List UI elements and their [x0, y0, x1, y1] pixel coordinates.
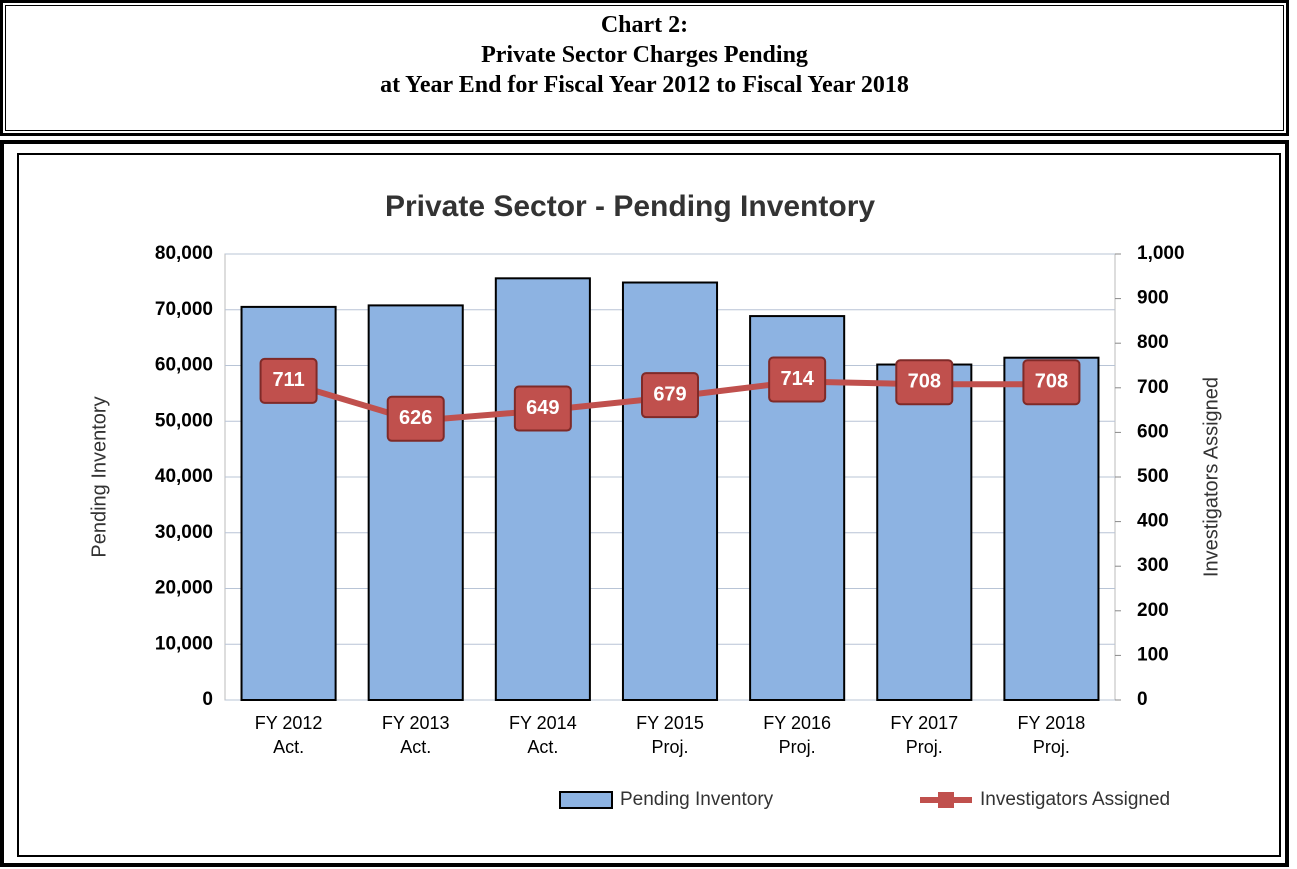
y2-tick-label: 800: [1137, 332, 1169, 353]
x-tick-label: Proj.: [1033, 737, 1070, 757]
data-label: 649: [526, 397, 559, 419]
header-line: Private Sector Charges Pending: [481, 42, 808, 68]
data-label: 679: [653, 383, 686, 405]
bar: [367, 304, 464, 701]
x-tick-label: Proj.: [779, 737, 816, 757]
marker: [641, 372, 699, 419]
chart-frame: [0, 140, 1289, 867]
chart: Private Sector - Pending Inventory 0 10,0…: [0, 140, 1289, 867]
data-label: 711: [272, 369, 304, 391]
marker: [513, 385, 572, 432]
y2-tick-label: 600: [1137, 421, 1169, 442]
legend-swatch: [938, 792, 954, 808]
y2-tick-label: 700: [1137, 377, 1169, 398]
bar: [621, 281, 719, 701]
header-line: at Year End for Fiscal Year 2012 to Fisc…: [380, 72, 909, 98]
bar: [494, 277, 591, 701]
y2-axis-title: Investigators Assigned: [1200, 377, 1222, 577]
y-axis-title: Pending Inventory: [88, 396, 110, 557]
x-tick-label: Act.: [273, 737, 304, 757]
x-tick-label: FY 2015: [636, 713, 704, 733]
bar: [1003, 356, 1100, 701]
y-tick-label: 80,000: [155, 243, 213, 264]
x-tick-label: Act.: [527, 737, 558, 757]
legend-label: Pending Inventory: [620, 789, 774, 810]
x-tick-label: FY 2018: [1018, 713, 1086, 733]
header: Chart 2: Private Sector Charges Pending …: [0, 0, 1289, 136]
y2-tick-label: 500: [1137, 466, 1169, 487]
y2-tick-label: 0: [1137, 689, 1148, 710]
y-tick-label: 10,000: [155, 633, 213, 654]
y2-tick-label: 900: [1137, 288, 1169, 309]
y-tick-label: 30,000: [155, 522, 213, 543]
x-tick-label: Proj.: [906, 737, 943, 757]
chart-title: Private Sector - Pending Inventory: [385, 190, 875, 223]
y-tick-label: 20,000: [155, 578, 213, 599]
marker: [259, 357, 318, 404]
x-tick-label: FY 2012: [255, 713, 323, 733]
y-tick-label: 0: [202, 689, 213, 710]
y-tick-label: 60,000: [155, 355, 213, 376]
y2-tick-label: 400: [1137, 511, 1169, 532]
data-label: 708: [1035, 371, 1068, 393]
marker: [895, 359, 954, 406]
x-tick-label: FY 2016: [763, 713, 831, 733]
y-tick-label: 70,000: [155, 299, 213, 320]
x-tick-label: FY 2013: [382, 713, 450, 733]
x-tick-label: FY 2017: [890, 713, 958, 733]
y-tick-label: 50,000: [155, 410, 213, 431]
data-label: 714: [780, 368, 814, 390]
y2-tick-label: 1,000: [1137, 243, 1185, 264]
y2-tick-label: 300: [1137, 555, 1169, 576]
marker: [768, 356, 827, 403]
y2-tick-label: 200: [1137, 600, 1169, 621]
x-tick-label: Proj.: [651, 737, 688, 757]
x-tick-label: FY 2014: [509, 713, 577, 733]
bar: [876, 363, 973, 701]
data-label: 626: [399, 407, 432, 429]
data-label: 708: [908, 371, 941, 393]
x-tick-label: Act.: [400, 737, 431, 757]
legend-swatch: [559, 791, 613, 809]
y-tick-label: 40,000: [155, 466, 213, 487]
marker: [1022, 359, 1081, 406]
legend-label: Investigators Assigned: [980, 789, 1170, 810]
y2-tick-label: 100: [1137, 644, 1169, 665]
header-line: Chart 2:: [600, 12, 689, 38]
marker: [386, 395, 445, 442]
